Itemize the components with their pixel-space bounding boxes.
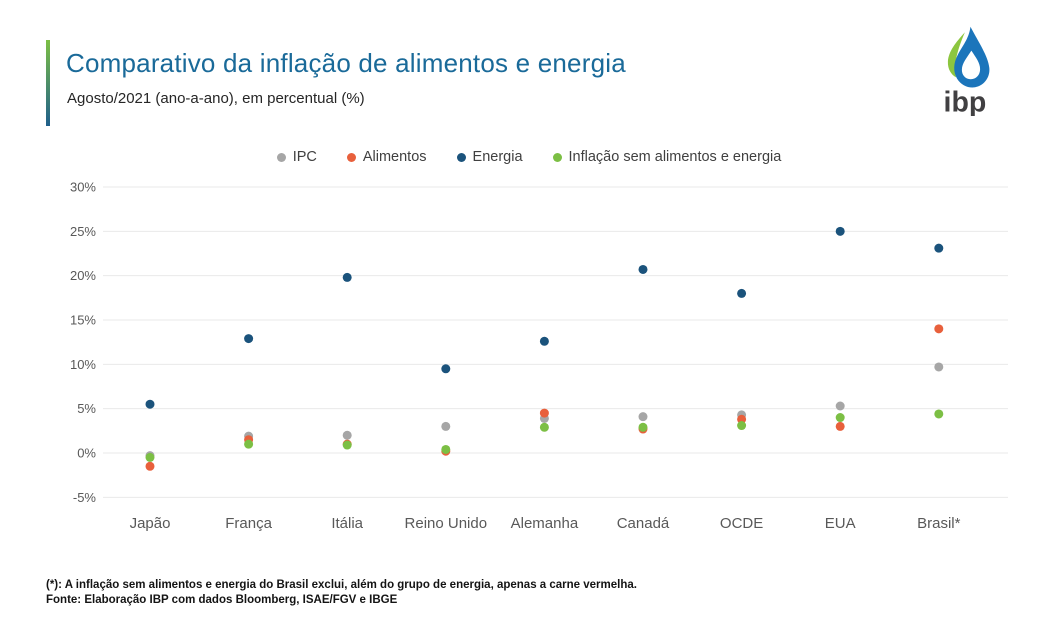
x-tick-label-8: Brasil* — [917, 515, 961, 532]
data-point-Alimentos-Brasil* — [934, 324, 944, 334]
series-2 — [145, 226, 944, 409]
data-point-IPC-Canadá — [638, 412, 648, 422]
data-point-Energia-EUA — [835, 226, 845, 236]
series-3 — [145, 409, 944, 462]
data-point-Energia-Itália — [342, 272, 352, 282]
x-tick-label-1: França — [225, 515, 272, 532]
x-tick-label-4: Alemanha — [511, 515, 579, 532]
data-point-Inflação sem alimentos e energia-Canadá — [638, 422, 648, 432]
legend-label-2: Energia — [472, 149, 523, 165]
y-tick-label-10: 10% — [70, 357, 96, 372]
title-accent-bar — [46, 40, 50, 126]
legend-label-3: Inflação sem alimentos e energia — [568, 149, 782, 165]
data-point-IPC-EUA — [835, 401, 845, 411]
data-point-Inflação sem alimentos e energia-OCDE — [737, 421, 747, 431]
x-tick-label-5: Canadá — [617, 515, 670, 532]
legend-dot-0 — [276, 152, 286, 162]
y-tick-label-5: 5% — [77, 401, 96, 416]
data-point-Alimentos-Alemanha — [539, 408, 549, 418]
x-tick-label-0: Japão — [130, 515, 171, 532]
data-point-Alimentos-EUA — [835, 421, 845, 431]
data-point-Energia-Alemanha — [539, 336, 549, 346]
legend-label-1: Alimentos — [362, 149, 427, 165]
y-tick-label--5: -5% — [73, 490, 97, 505]
x-tick-label-6: OCDE — [720, 515, 763, 532]
x-tick-label-3: Reino Unido — [405, 515, 488, 532]
x-tick-label-2: Itália — [331, 515, 363, 532]
data-point-IPC-Brasil* — [934, 362, 944, 372]
legend-item-3: Inflação sem alimentos e energia — [552, 149, 782, 165]
scatter-chart: 30% 25% 20% 15% 10% 5% 0% -5% Japão França Itália R… — [70, 179, 1008, 532]
legend-label-0: IPC — [292, 149, 317, 165]
data-point-IPC-Itália — [342, 430, 352, 440]
data-point-Inflação sem alimentos e energia-EUA — [835, 413, 845, 423]
page-title: Comparativo da inflação de alimentos e e… — [66, 48, 626, 78]
data-point-Energia-Canadá — [638, 264, 648, 274]
legend-item-0: IPC — [276, 149, 317, 165]
y-tick-label-30: 30% — [70, 179, 96, 194]
logo-leaf-icon — [947, 32, 965, 78]
data-point-Alimentos-OCDE — [737, 414, 747, 424]
data-point-Inflação sem alimentos e energia-Alemanha — [539, 422, 549, 432]
logo-text: ibp — [944, 86, 987, 116]
data-point-Inflação sem alimentos e energia-Reino Unido — [441, 444, 451, 454]
data-point-Energia-Japão — [145, 399, 155, 409]
legend-dot-1 — [346, 152, 356, 162]
footnote-asterisk: (*): A inflação sem alimentos e energia … — [46, 579, 637, 591]
chart-footnotes: (*): A inflação sem alimentos e energia … — [46, 578, 637, 608]
data-point-Inflação sem alimentos e energia-Japão — [145, 452, 155, 462]
data-point-IPC-Reino Unido — [441, 421, 451, 431]
data-point-Inflação sem alimentos e energia-Itália — [342, 440, 352, 450]
legend-item-2: Energia — [456, 149, 523, 165]
chart-legend: IPC Alimentos Energia Inflação sem alimento… — [0, 146, 1058, 168]
data-point-Energia-Reino Unido — [441, 364, 451, 374]
data-point-Energia-Brasil* — [934, 243, 944, 253]
x-tick-label-7: EUA — [825, 515, 856, 532]
ibp-logo: ibp — [944, 26, 990, 116]
logo-droplet-icon — [954, 26, 990, 88]
data-point-Energia-França — [244, 334, 254, 344]
legend-dot-2 — [456, 152, 466, 162]
y-tick-label-0: 0% — [77, 446, 96, 461]
legend-dot-3 — [552, 152, 562, 162]
y-tick-label-20: 20% — [70, 268, 96, 283]
y-tick-label-25: 25% — [70, 224, 96, 239]
series-1 — [145, 324, 944, 471]
legend-item-1: Alimentos — [346, 149, 427, 165]
data-point-Inflação sem alimentos e energia-França — [244, 439, 254, 449]
data-point-Inflação sem alimentos e energia-Brasil* — [934, 409, 944, 419]
data-point-Alimentos-Japão — [145, 461, 155, 471]
footnote-source: Fonte: Elaboração IBP com dados Bloomber… — [46, 594, 398, 606]
page-subtitle: Agosto/2021 (ano-a-ano), em percentual (… — [67, 90, 365, 107]
y-tick-label-15: 15% — [70, 312, 96, 327]
data-point-Energia-OCDE — [737, 288, 747, 298]
